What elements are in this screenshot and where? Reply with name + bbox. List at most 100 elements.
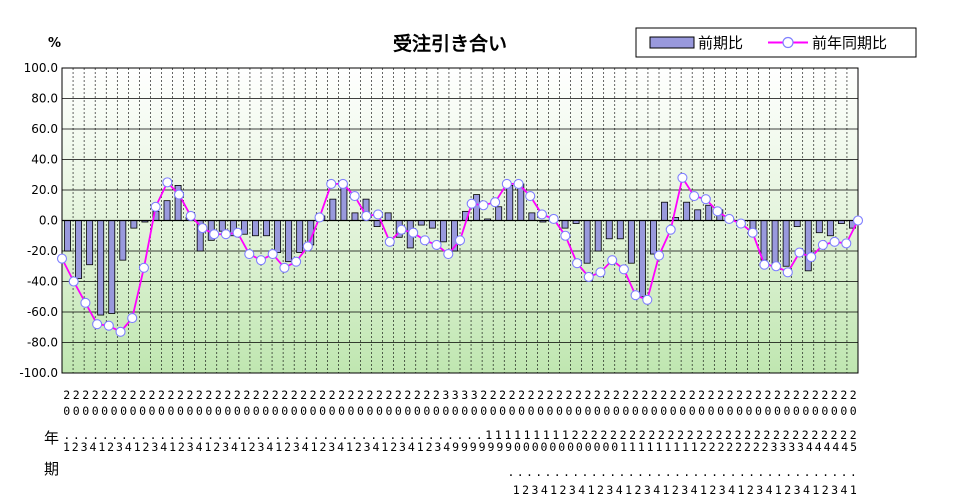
bar	[428, 220, 436, 229]
x-tick-char: 0	[708, 404, 715, 418]
x-tick-char: 2	[130, 388, 137, 402]
x-tick-char: 0	[186, 404, 193, 418]
x-tick-char: 3	[681, 483, 688, 497]
x-tick-char: 2	[698, 388, 705, 402]
x-tick-char: .	[447, 428, 454, 442]
bar	[373, 220, 381, 227]
x-tick-char: 9	[496, 440, 503, 454]
x-tick-char: 2	[168, 388, 175, 402]
data-point	[349, 191, 360, 202]
x-tick-char: 2	[658, 428, 665, 442]
x-tick-char: .	[293, 428, 300, 442]
bar	[815, 220, 823, 234]
x-tick-char: 0	[556, 404, 563, 418]
x-tick-char: 1	[311, 440, 318, 454]
x-tick-char: 0	[243, 404, 250, 418]
x-tick-char: .	[563, 465, 570, 479]
x-tick-char: .	[831, 465, 838, 479]
x-tick-char: .	[303, 428, 310, 442]
x-tick-char: 4	[302, 440, 309, 454]
x-tick-char: 0	[452, 404, 459, 418]
x-tick-char: 2	[765, 388, 772, 402]
x-tick-char: 0	[395, 404, 402, 418]
x-tick-char: .	[572, 465, 579, 479]
bar	[274, 220, 282, 253]
data-point	[174, 189, 185, 200]
x-tick-char: 2	[390, 440, 397, 454]
data-point	[466, 198, 477, 209]
x-tick-char: 2	[426, 440, 433, 454]
x-tick-char: 4	[832, 440, 839, 454]
x-tick-char: 0	[802, 404, 809, 418]
x-tick-char: 2	[840, 428, 847, 442]
x-tick-char: .	[159, 428, 166, 442]
data-point	[92, 319, 103, 330]
x-tick-char: 0	[480, 404, 487, 418]
x-tick-char: 0	[442, 404, 449, 418]
x-tick-char: .	[822, 465, 829, 479]
x-tick-char: .	[274, 428, 281, 442]
x-tick-char: 2	[735, 428, 742, 442]
x-caption-year: 年	[44, 429, 59, 447]
x-tick-char: 1	[495, 428, 502, 442]
x-tick-char: 1	[656, 440, 663, 454]
x-tick-char: 4	[840, 483, 847, 497]
x-tick-char: .	[322, 428, 329, 442]
data-point	[548, 213, 559, 225]
x-tick-char: 2	[668, 428, 675, 442]
x-tick-char: 2	[763, 428, 770, 442]
bar	[495, 206, 503, 221]
chart-title: 受注引き合い	[393, 32, 507, 55]
data-point	[829, 236, 840, 247]
x-tick-char: 2	[528, 388, 535, 402]
bar	[506, 185, 514, 221]
x-tick-char: 4	[728, 483, 735, 497]
bar	[86, 220, 94, 266]
x-tick-char: 4	[337, 440, 344, 454]
x-tick-char: 2	[433, 388, 440, 402]
x-tick-char: 1	[850, 483, 857, 497]
x-tick-char: 2	[725, 428, 732, 442]
x-tick-char: 4	[89, 440, 96, 454]
x-tick-char: 0	[532, 440, 539, 454]
x-tick-char: 4	[408, 440, 415, 454]
x-tick-char: 2	[672, 483, 679, 497]
x-tick-char: 0	[357, 404, 364, 418]
x-tick-char: 3	[461, 388, 468, 402]
x-tick-char: 2	[677, 428, 684, 442]
x-tick-char: .	[591, 465, 598, 479]
x-tick-char: 3	[471, 388, 478, 402]
bar	[64, 220, 71, 252]
x-tick-char: 3	[258, 440, 265, 454]
data-point	[689, 191, 700, 202]
x-tick-char: .	[111, 428, 118, 442]
x-tick-char: 2	[648, 428, 655, 442]
x-tick-char: .	[380, 428, 387, 442]
x-tick-char: 0	[367, 404, 374, 418]
x-tick-char: .	[637, 465, 644, 479]
data-point	[209, 229, 220, 240]
bar	[263, 220, 270, 237]
x-tick-char: 0	[338, 404, 345, 418]
x-tick-char: 0	[461, 404, 468, 418]
x-tick-char: 2	[603, 388, 610, 402]
x-tick-char: 2	[243, 388, 250, 402]
x-tick-char: 2	[205, 388, 212, 402]
x-tick-char: 2	[821, 388, 828, 402]
data-point	[454, 235, 466, 246]
x-tick-char: 2	[706, 428, 713, 442]
x-tick-char: 2	[591, 428, 598, 442]
x-tick-char: 2	[395, 388, 402, 402]
bar	[384, 212, 392, 221]
x-tick-char: .	[739, 465, 746, 479]
x-tick-char: 0	[196, 404, 203, 418]
x-tick-char: 1	[812, 483, 819, 497]
x-tick-char: .	[217, 428, 224, 442]
bar	[826, 220, 834, 237]
x-tick-char: 0	[613, 404, 620, 418]
data-point	[373, 209, 384, 220]
data-point	[771, 261, 782, 272]
x-tick-char: 3	[531, 483, 538, 497]
data-point	[232, 227, 243, 238]
